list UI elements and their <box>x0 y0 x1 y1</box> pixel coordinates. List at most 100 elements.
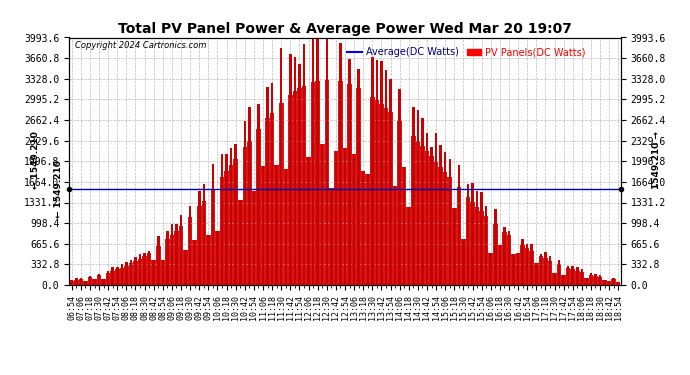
Bar <box>239 200 241 285</box>
Bar <box>144 253 146 285</box>
Bar <box>321 144 324 285</box>
Bar <box>207 235 210 285</box>
Bar <box>180 216 182 285</box>
Bar <box>75 279 77 285</box>
Bar <box>135 257 137 285</box>
Bar <box>79 278 82 285</box>
Bar <box>253 190 255 285</box>
Bar <box>412 107 415 285</box>
Bar <box>398 90 401 285</box>
Bar <box>339 43 342 285</box>
Bar <box>280 48 282 285</box>
Bar <box>503 226 506 285</box>
Bar <box>193 240 196 285</box>
Bar <box>257 104 259 285</box>
Bar <box>389 79 392 285</box>
Bar <box>494 209 497 285</box>
Bar <box>603 280 606 285</box>
Bar <box>476 191 478 285</box>
Bar <box>362 171 364 285</box>
Bar <box>235 144 237 285</box>
Bar <box>453 208 455 285</box>
Bar <box>284 169 287 285</box>
Bar <box>303 44 305 285</box>
Bar <box>585 278 588 285</box>
Bar <box>571 266 574 285</box>
Bar <box>116 267 119 285</box>
Bar <box>298 64 301 285</box>
Text: Copyright 2024 Cartronics.com: Copyright 2024 Cartronics.com <box>75 41 206 50</box>
Bar <box>121 264 123 285</box>
Bar <box>421 118 424 285</box>
Bar <box>357 69 360 285</box>
Bar <box>426 133 428 285</box>
Bar <box>271 83 273 285</box>
Bar <box>613 278 615 285</box>
Bar <box>161 260 164 285</box>
Bar <box>553 273 555 285</box>
Bar <box>549 256 551 285</box>
Text: 1549.210 →: 1549.210 → <box>652 131 662 189</box>
Bar <box>230 148 233 285</box>
Bar <box>294 57 296 285</box>
Bar <box>203 184 205 285</box>
Bar <box>266 87 269 285</box>
Bar <box>535 264 538 285</box>
Bar <box>403 167 406 285</box>
Bar <box>148 251 150 285</box>
Bar <box>348 59 351 285</box>
Bar <box>617 282 620 285</box>
Bar <box>599 276 601 285</box>
Bar <box>576 267 578 285</box>
Bar <box>244 121 246 285</box>
Bar <box>417 110 419 285</box>
Bar <box>102 279 105 285</box>
Bar <box>70 280 73 285</box>
Bar <box>112 267 114 285</box>
Bar <box>466 184 469 285</box>
Bar <box>375 60 378 285</box>
Bar <box>307 157 310 285</box>
Bar <box>184 250 187 285</box>
Bar <box>130 260 132 285</box>
Bar <box>544 252 546 285</box>
Legend: Average(DC Watts), PV Panels(DC Watts): Average(DC Watts), PV Panels(DC Watts) <box>344 44 589 62</box>
Bar <box>275 165 278 285</box>
Bar <box>440 145 442 285</box>
Bar <box>594 274 597 285</box>
Bar <box>371 57 373 285</box>
Bar <box>93 279 96 285</box>
Text: ← 1549.210: ← 1549.210 <box>54 160 63 218</box>
Bar <box>89 276 91 285</box>
Bar <box>221 154 224 285</box>
Bar <box>480 192 483 285</box>
Bar <box>431 147 433 285</box>
Bar <box>608 282 611 285</box>
Bar <box>262 166 264 285</box>
Bar <box>567 266 569 285</box>
Bar <box>317 34 319 285</box>
Bar <box>448 159 451 285</box>
Bar <box>508 231 510 285</box>
Bar <box>558 260 560 285</box>
Bar <box>170 224 173 285</box>
Text: ← 1549.210: ← 1549.210 <box>31 131 41 189</box>
Bar <box>489 253 492 285</box>
Bar <box>326 39 328 285</box>
Bar <box>98 274 100 285</box>
Bar <box>198 191 201 285</box>
Bar <box>335 151 337 285</box>
Bar <box>157 236 159 285</box>
Bar <box>512 254 515 285</box>
Bar <box>353 154 355 285</box>
Bar <box>471 183 474 285</box>
Bar <box>394 186 396 285</box>
Bar <box>526 244 529 285</box>
Bar <box>152 260 155 285</box>
Bar <box>408 207 410 285</box>
Bar <box>580 270 583 285</box>
Bar <box>531 244 533 285</box>
Bar <box>499 245 501 285</box>
Bar <box>189 206 191 285</box>
Title: Total PV Panel Power & Average Power Wed Mar 20 19:07: Total PV Panel Power & Average Power Wed… <box>118 22 572 36</box>
